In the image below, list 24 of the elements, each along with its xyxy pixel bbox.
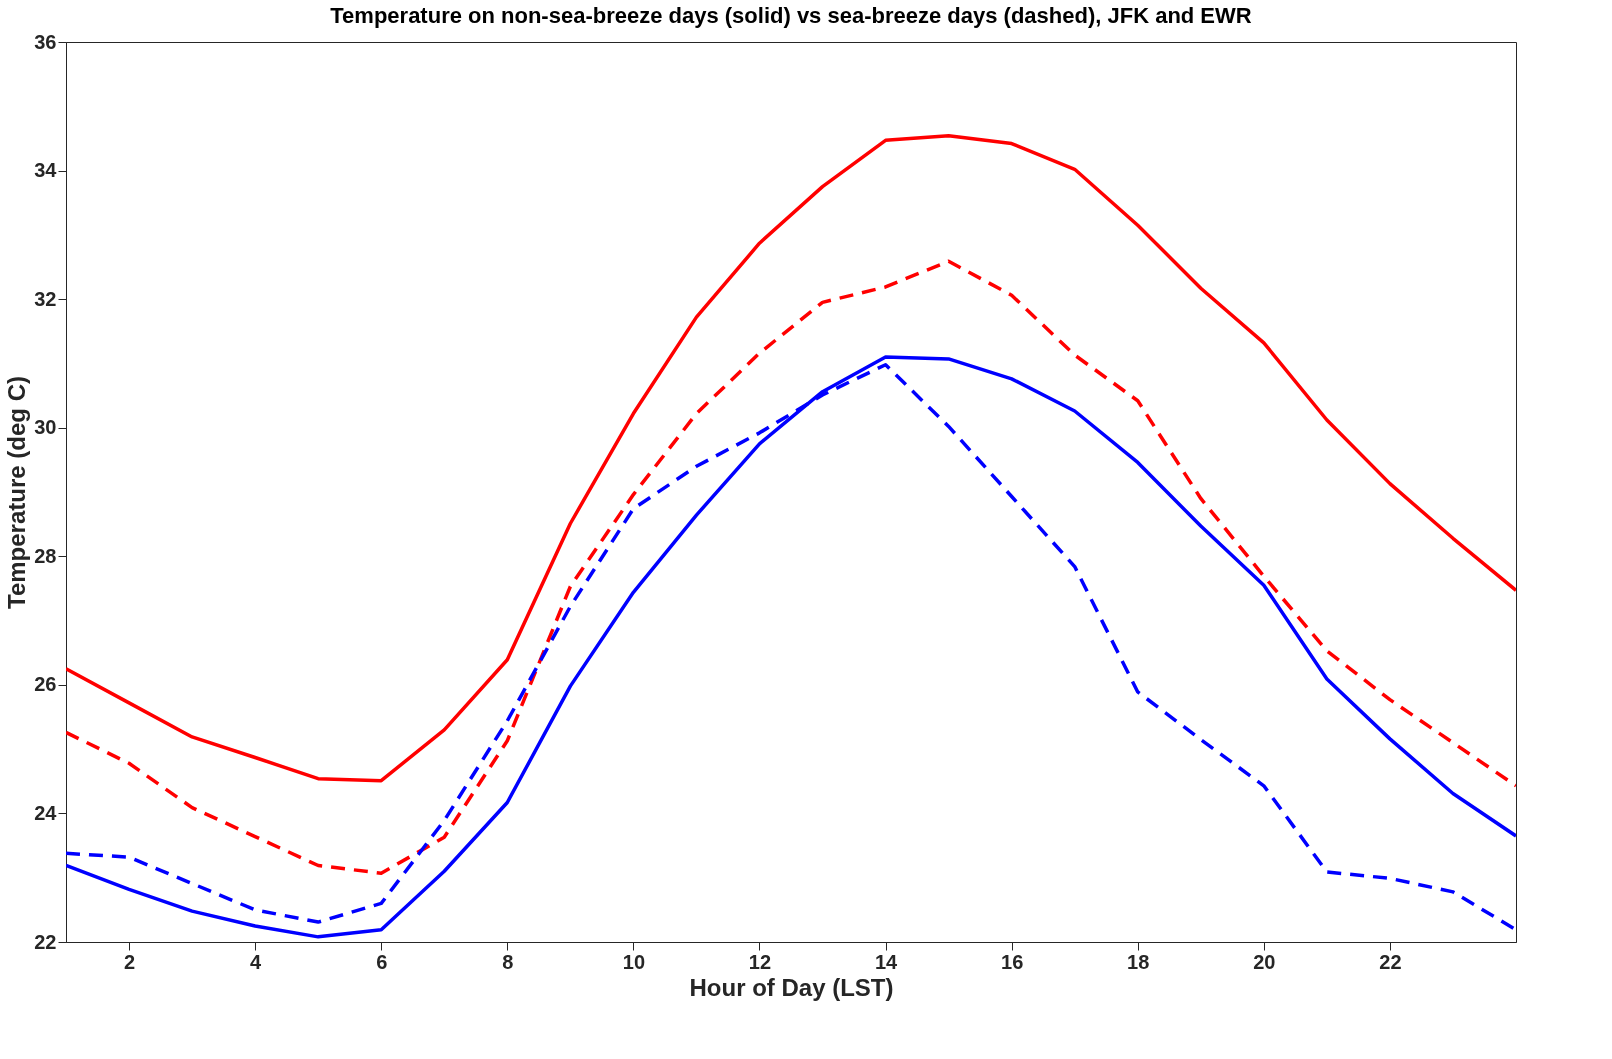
line-series (66, 134, 1516, 783)
x-tick-label: 2 (123, 950, 136, 973)
y-tick-label: 32 (34, 287, 57, 310)
x-tick-label: 4 (250, 950, 263, 973)
y-tick-label: 26 (34, 673, 57, 696)
y-tick-label: 30 (34, 416, 57, 439)
x-tick-label: 12 (748, 950, 772, 973)
chart-title: Temperature on non-sea-breeze days (solid) vs sea-breeze days (dashed), JFK and EWR (330, 3, 1252, 28)
x-tick-label: 18 (1127, 950, 1150, 973)
y-tick-label: 22 (34, 930, 57, 953)
y-axis-title: Temperature (deg C) (3, 376, 31, 609)
x-tick-label: 20 (1253, 950, 1276, 973)
x-tick-label: 8 (502, 950, 514, 973)
x-tick-label: 22 (1379, 950, 1402, 973)
y-tick-label: 34 (34, 159, 58, 182)
line-series (66, 259, 1516, 875)
x-tick-label: 14 (874, 950, 899, 973)
y-tick-label: 36 (34, 30, 57, 53)
y-tick-label: 24 (34, 801, 58, 824)
x-tick-label: 6 (376, 950, 388, 973)
x-tick-label: 16 (1001, 950, 1024, 973)
x-axis-title: Hour of Day (LST) (689, 973, 894, 1001)
y-tick-label: 28 (34, 544, 57, 567)
x-tick-label: 10 (622, 950, 646, 973)
